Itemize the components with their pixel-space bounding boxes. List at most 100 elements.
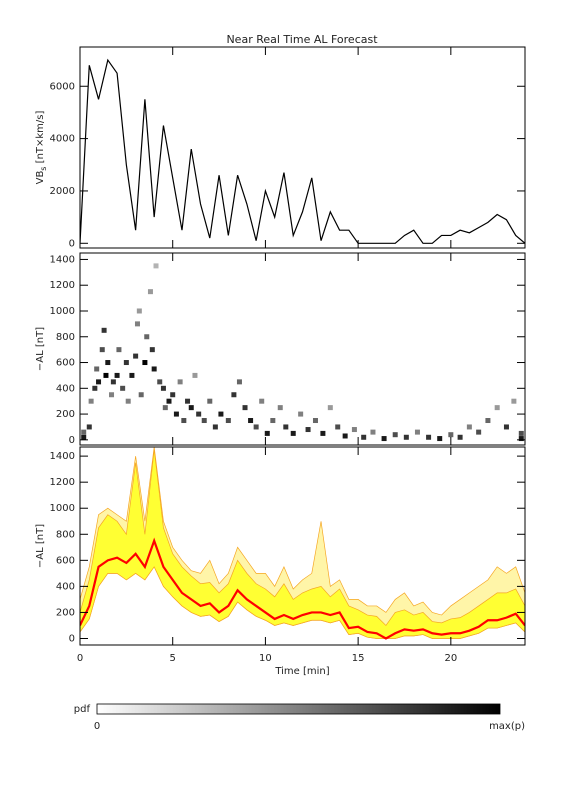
pdf-cell bbox=[147, 289, 153, 295]
y-tick-label: 600 bbox=[56, 358, 75, 369]
pdf-cell bbox=[99, 347, 105, 353]
pdf-cell bbox=[381, 436, 387, 442]
pdf-cell bbox=[518, 436, 524, 442]
pdf-cell bbox=[403, 434, 409, 440]
pdf-cell bbox=[105, 360, 111, 366]
pdf-cell bbox=[242, 405, 248, 411]
pdf-cell bbox=[264, 430, 270, 436]
pdf-cell bbox=[466, 424, 472, 430]
inner-band bbox=[80, 449, 525, 639]
pdf-cell bbox=[170, 392, 176, 398]
pdf-cell bbox=[153, 263, 159, 269]
y-label-unit: [nT×km/s] bbox=[35, 111, 46, 167]
pdf-cell bbox=[92, 385, 98, 391]
pdf-cell bbox=[298, 411, 304, 417]
pdf-cell bbox=[142, 360, 148, 366]
pdf-cell bbox=[320, 430, 326, 436]
pdf-cell bbox=[212, 424, 218, 430]
pdf-cell bbox=[511, 398, 517, 404]
pdf-cell bbox=[414, 429, 420, 435]
vbs-line bbox=[80, 58, 525, 244]
pdf-cell bbox=[81, 429, 87, 435]
y-label-main: VB bbox=[35, 171, 46, 185]
pdf-cell bbox=[149, 347, 155, 353]
pdf-cell bbox=[133, 353, 139, 359]
x-tick-label: 0 bbox=[77, 653, 83, 664]
pdf-cell bbox=[116, 347, 122, 353]
pdf-cell bbox=[188, 405, 194, 411]
pdf-cell bbox=[476, 429, 482, 435]
y-tick-label: 2000 bbox=[50, 186, 75, 197]
y-tick-label: 1000 bbox=[50, 503, 75, 514]
pdf-cell bbox=[253, 424, 259, 430]
pdf-cell bbox=[134, 321, 140, 327]
pdf-cell bbox=[136, 308, 142, 314]
y-axis-label: −AL [nT] bbox=[35, 524, 46, 568]
pdf-cell bbox=[129, 372, 135, 378]
colorbar-min: 0 bbox=[94, 721, 100, 732]
pdf-cell bbox=[351, 427, 357, 433]
pdf-cell bbox=[361, 434, 367, 440]
pdf-cell bbox=[207, 398, 213, 404]
x-tick-label: 10 bbox=[259, 653, 272, 664]
y-tick-label: 800 bbox=[56, 529, 75, 540]
y-tick-label: 6000 bbox=[50, 81, 75, 92]
plot-frame bbox=[79, 46, 526, 249]
pdf-cell bbox=[192, 372, 198, 378]
pdf-cell bbox=[342, 433, 348, 439]
colorbar-max: max(p) bbox=[489, 721, 525, 732]
pdf-cell bbox=[162, 405, 168, 411]
plot-frame bbox=[79, 446, 526, 646]
pdf-cell bbox=[138, 392, 144, 398]
pdf-cell bbox=[270, 418, 276, 424]
pdf-cell bbox=[81, 434, 87, 440]
pdf-cell bbox=[94, 366, 100, 372]
pdf-cell bbox=[201, 418, 207, 424]
y-tick-label: 1200 bbox=[50, 280, 75, 291]
pdf-cell bbox=[277, 405, 283, 411]
pdf-cell bbox=[123, 360, 129, 366]
y-tick-label: 4000 bbox=[50, 134, 75, 145]
pdf-cell bbox=[290, 430, 296, 436]
pdf-cell bbox=[518, 430, 524, 436]
y-tick-label: 200 bbox=[56, 409, 75, 420]
pdf-cell bbox=[225, 418, 231, 424]
pdf-cell bbox=[312, 418, 318, 424]
pdf-cell bbox=[120, 385, 126, 391]
y-tick-label: 0 bbox=[69, 238, 75, 249]
pdf-cell bbox=[114, 372, 120, 378]
y-tick-label: 1200 bbox=[50, 477, 75, 488]
pdf-cell bbox=[370, 429, 376, 435]
pdf-cell bbox=[86, 424, 92, 430]
y-tick-label: 200 bbox=[56, 607, 75, 618]
pdf-cell bbox=[259, 398, 265, 404]
plot-frame bbox=[79, 252, 526, 446]
x-tick-label: 20 bbox=[444, 653, 457, 664]
pdf-cell bbox=[248, 418, 254, 424]
y-tick-label: 0 bbox=[69, 633, 75, 644]
pdf-cell bbox=[185, 398, 191, 404]
y-tick-label: 1400 bbox=[50, 451, 75, 462]
pdf-cell bbox=[109, 392, 115, 398]
y-tick-label: 600 bbox=[56, 555, 75, 566]
pdf-cell bbox=[103, 372, 109, 378]
pdf-cell bbox=[173, 411, 179, 417]
pdf-cell bbox=[177, 379, 183, 385]
plot-area bbox=[80, 447, 525, 640]
pdf-cell bbox=[485, 418, 491, 424]
y-tick-label: 1000 bbox=[50, 306, 75, 317]
pdf-cell bbox=[151, 366, 157, 372]
pdf-cell bbox=[96, 379, 102, 385]
pdf-cell bbox=[305, 427, 311, 433]
pdf-cell bbox=[335, 424, 341, 430]
y-tick-label: 0 bbox=[69, 435, 75, 446]
chart-title: Near Real Time AL Forecast bbox=[226, 33, 378, 46]
y-tick-label: 400 bbox=[56, 383, 75, 394]
pdf-cell bbox=[494, 405, 500, 411]
pdf-cell bbox=[125, 398, 131, 404]
pdf-cell bbox=[181, 418, 187, 424]
pdf-cell bbox=[110, 379, 116, 385]
pdf-cell bbox=[437, 436, 443, 442]
pdf-cell bbox=[144, 334, 150, 340]
